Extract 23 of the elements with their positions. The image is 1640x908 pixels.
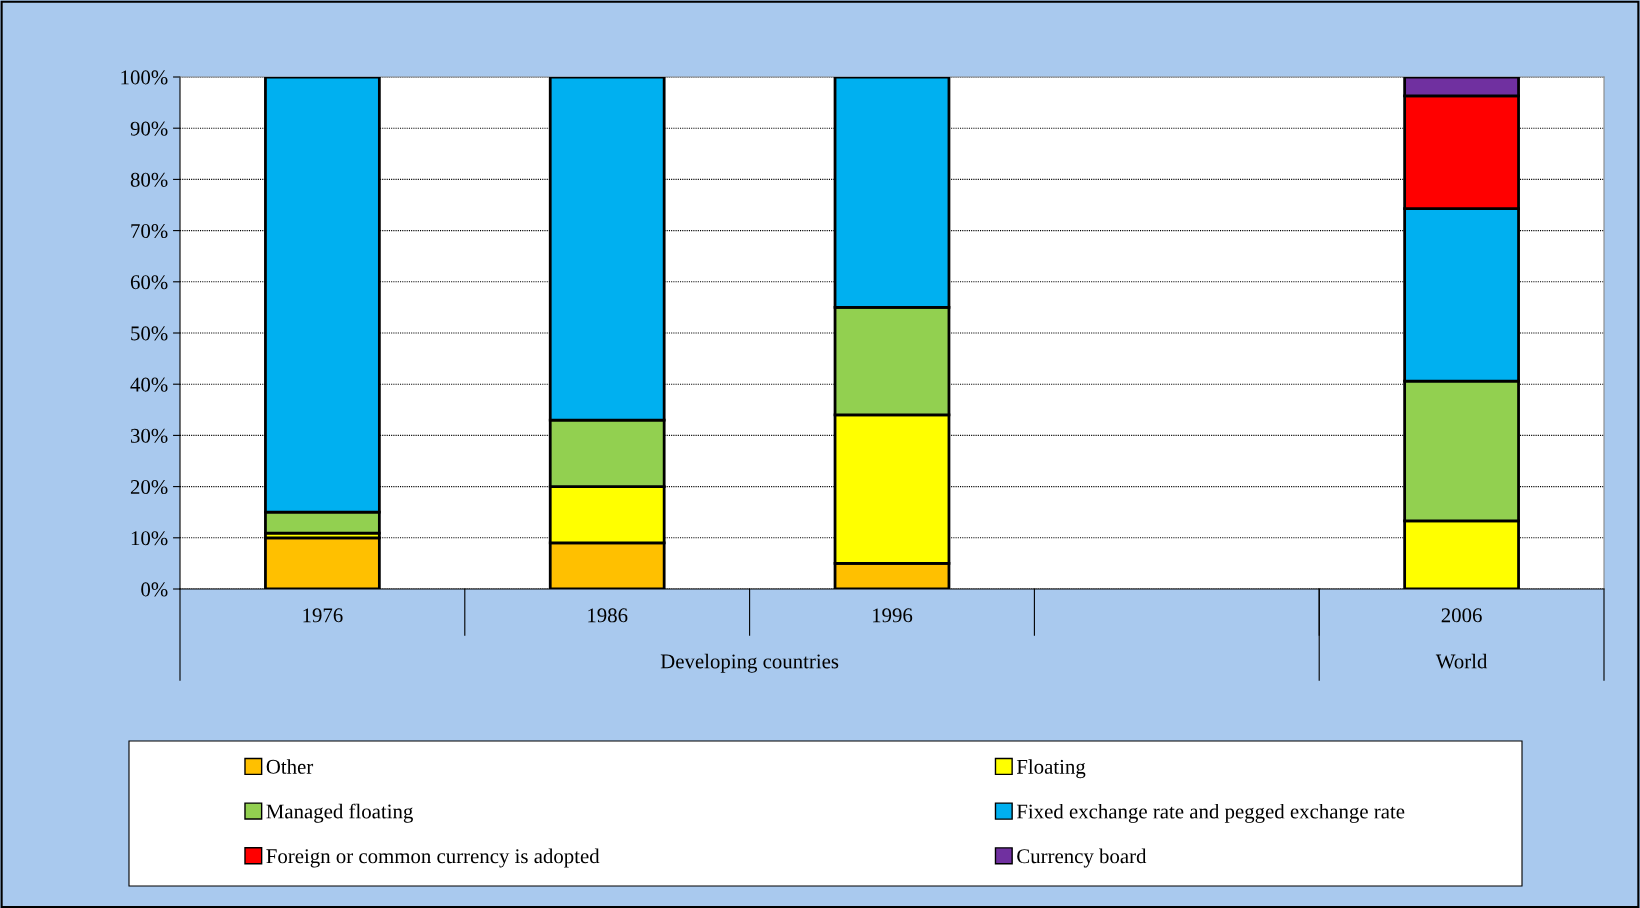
legend-label: Other <box>266 759 314 774</box>
y-tick-label: 100% <box>121 70 168 85</box>
y-tick-label: 60% <box>130 275 168 290</box>
legend-label: Managed floating <box>266 803 413 823</box>
y-tick-label: 40% <box>130 377 168 392</box>
text: World <box>1435 653 1488 669</box>
legend-label: Currency board <box>1017 848 1147 868</box>
y-tick-label: 30% <box>131 428 168 443</box>
y-tick-label: 50% <box>131 326 168 341</box>
y-tick-label: 10% <box>131 531 168 546</box>
text: Developing countries <box>660 653 839 673</box>
x-tick-label: 1996 <box>873 608 913 623</box>
y-tick-label: 70% <box>131 223 168 239</box>
x-tick-label: 1986 <box>588 608 628 623</box>
y-tick-label: 0% <box>141 582 168 597</box>
legend-label: Fixed exchange rate and pegged exchange rate <box>1016 803 1405 823</box>
legend-label: Foreign or common currency is adopted <box>266 848 600 868</box>
y-tick-label: 20% <box>130 479 168 495</box>
legend-label: Floating <box>1016 759 1086 779</box>
x-tick-label: 1976 <box>303 608 343 623</box>
y-tick-label: 80% <box>130 172 168 187</box>
y-tick-label: 90% <box>130 121 168 136</box>
x-tick-label: 2006 <box>1441 608 1482 623</box>
